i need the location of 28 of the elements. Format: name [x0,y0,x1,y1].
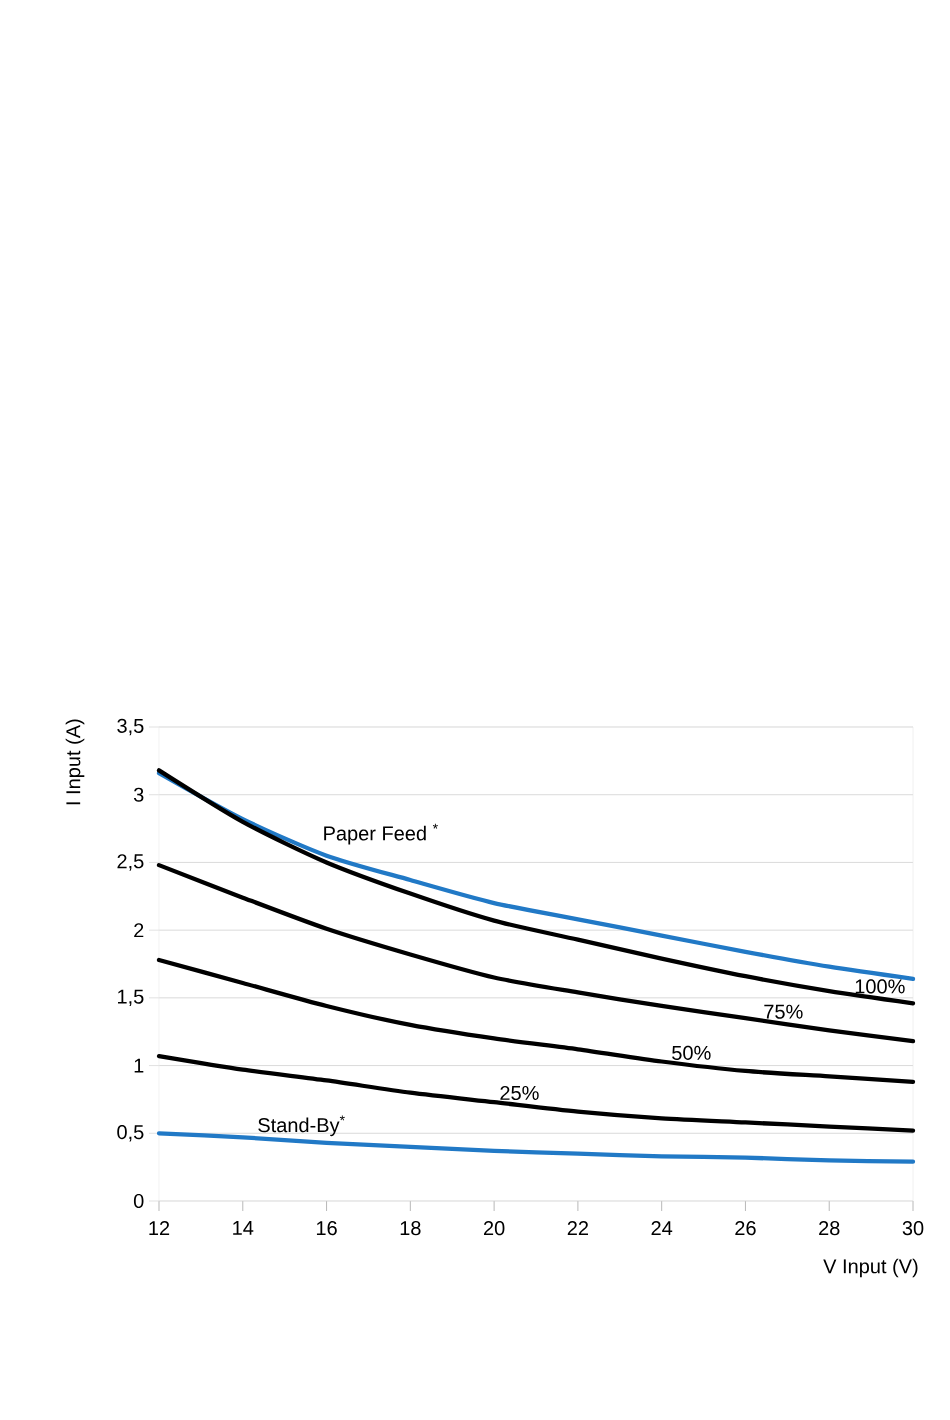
y-tick-label: 0,5 [117,1125,144,1142]
series-label: 50% [672,1045,711,1060]
x-tick-label: 20 [483,1221,505,1236]
y-tick-label: 2 [134,923,144,938]
y-tick-label: 0 [133,1193,144,1209]
x-tick-label: 12 [149,1221,170,1236]
y-tick-label: 1 [134,1058,144,1073]
y-tick-label: 3,5 [117,718,144,736]
x-tick-label: 14 [233,1221,254,1235]
y-axis-title: I Input (A) [65,719,85,805]
series-label: 75% [764,1004,803,1019]
x-tick-label: 24 [651,1221,673,1236]
x-tick-label: 28 [819,1221,840,1236]
x-tick-label: 18 [400,1221,421,1236]
series-label: 100% [855,979,905,994]
y-tick-label: 3 [133,787,144,802]
series-label: 25% [500,1085,539,1101]
y-tick-label: 2,5 [117,854,144,871]
line-series [156,957,916,1084]
x-axis-title: V Input (V) [823,1258,918,1278]
x-tick-label: 16 [316,1221,337,1236]
x-tick-label: 30 [902,1221,924,1236]
x-tick-label: 26 [735,1221,756,1236]
series-label: Paper Feed $^{*}$ [324,823,438,845]
y-tick-label: 1,5 [118,989,144,1007]
x-tick-label: 22 [567,1221,589,1236]
series-label: Stand-By$^{*}$ [258,1115,345,1137]
line-series [156,862,916,1044]
